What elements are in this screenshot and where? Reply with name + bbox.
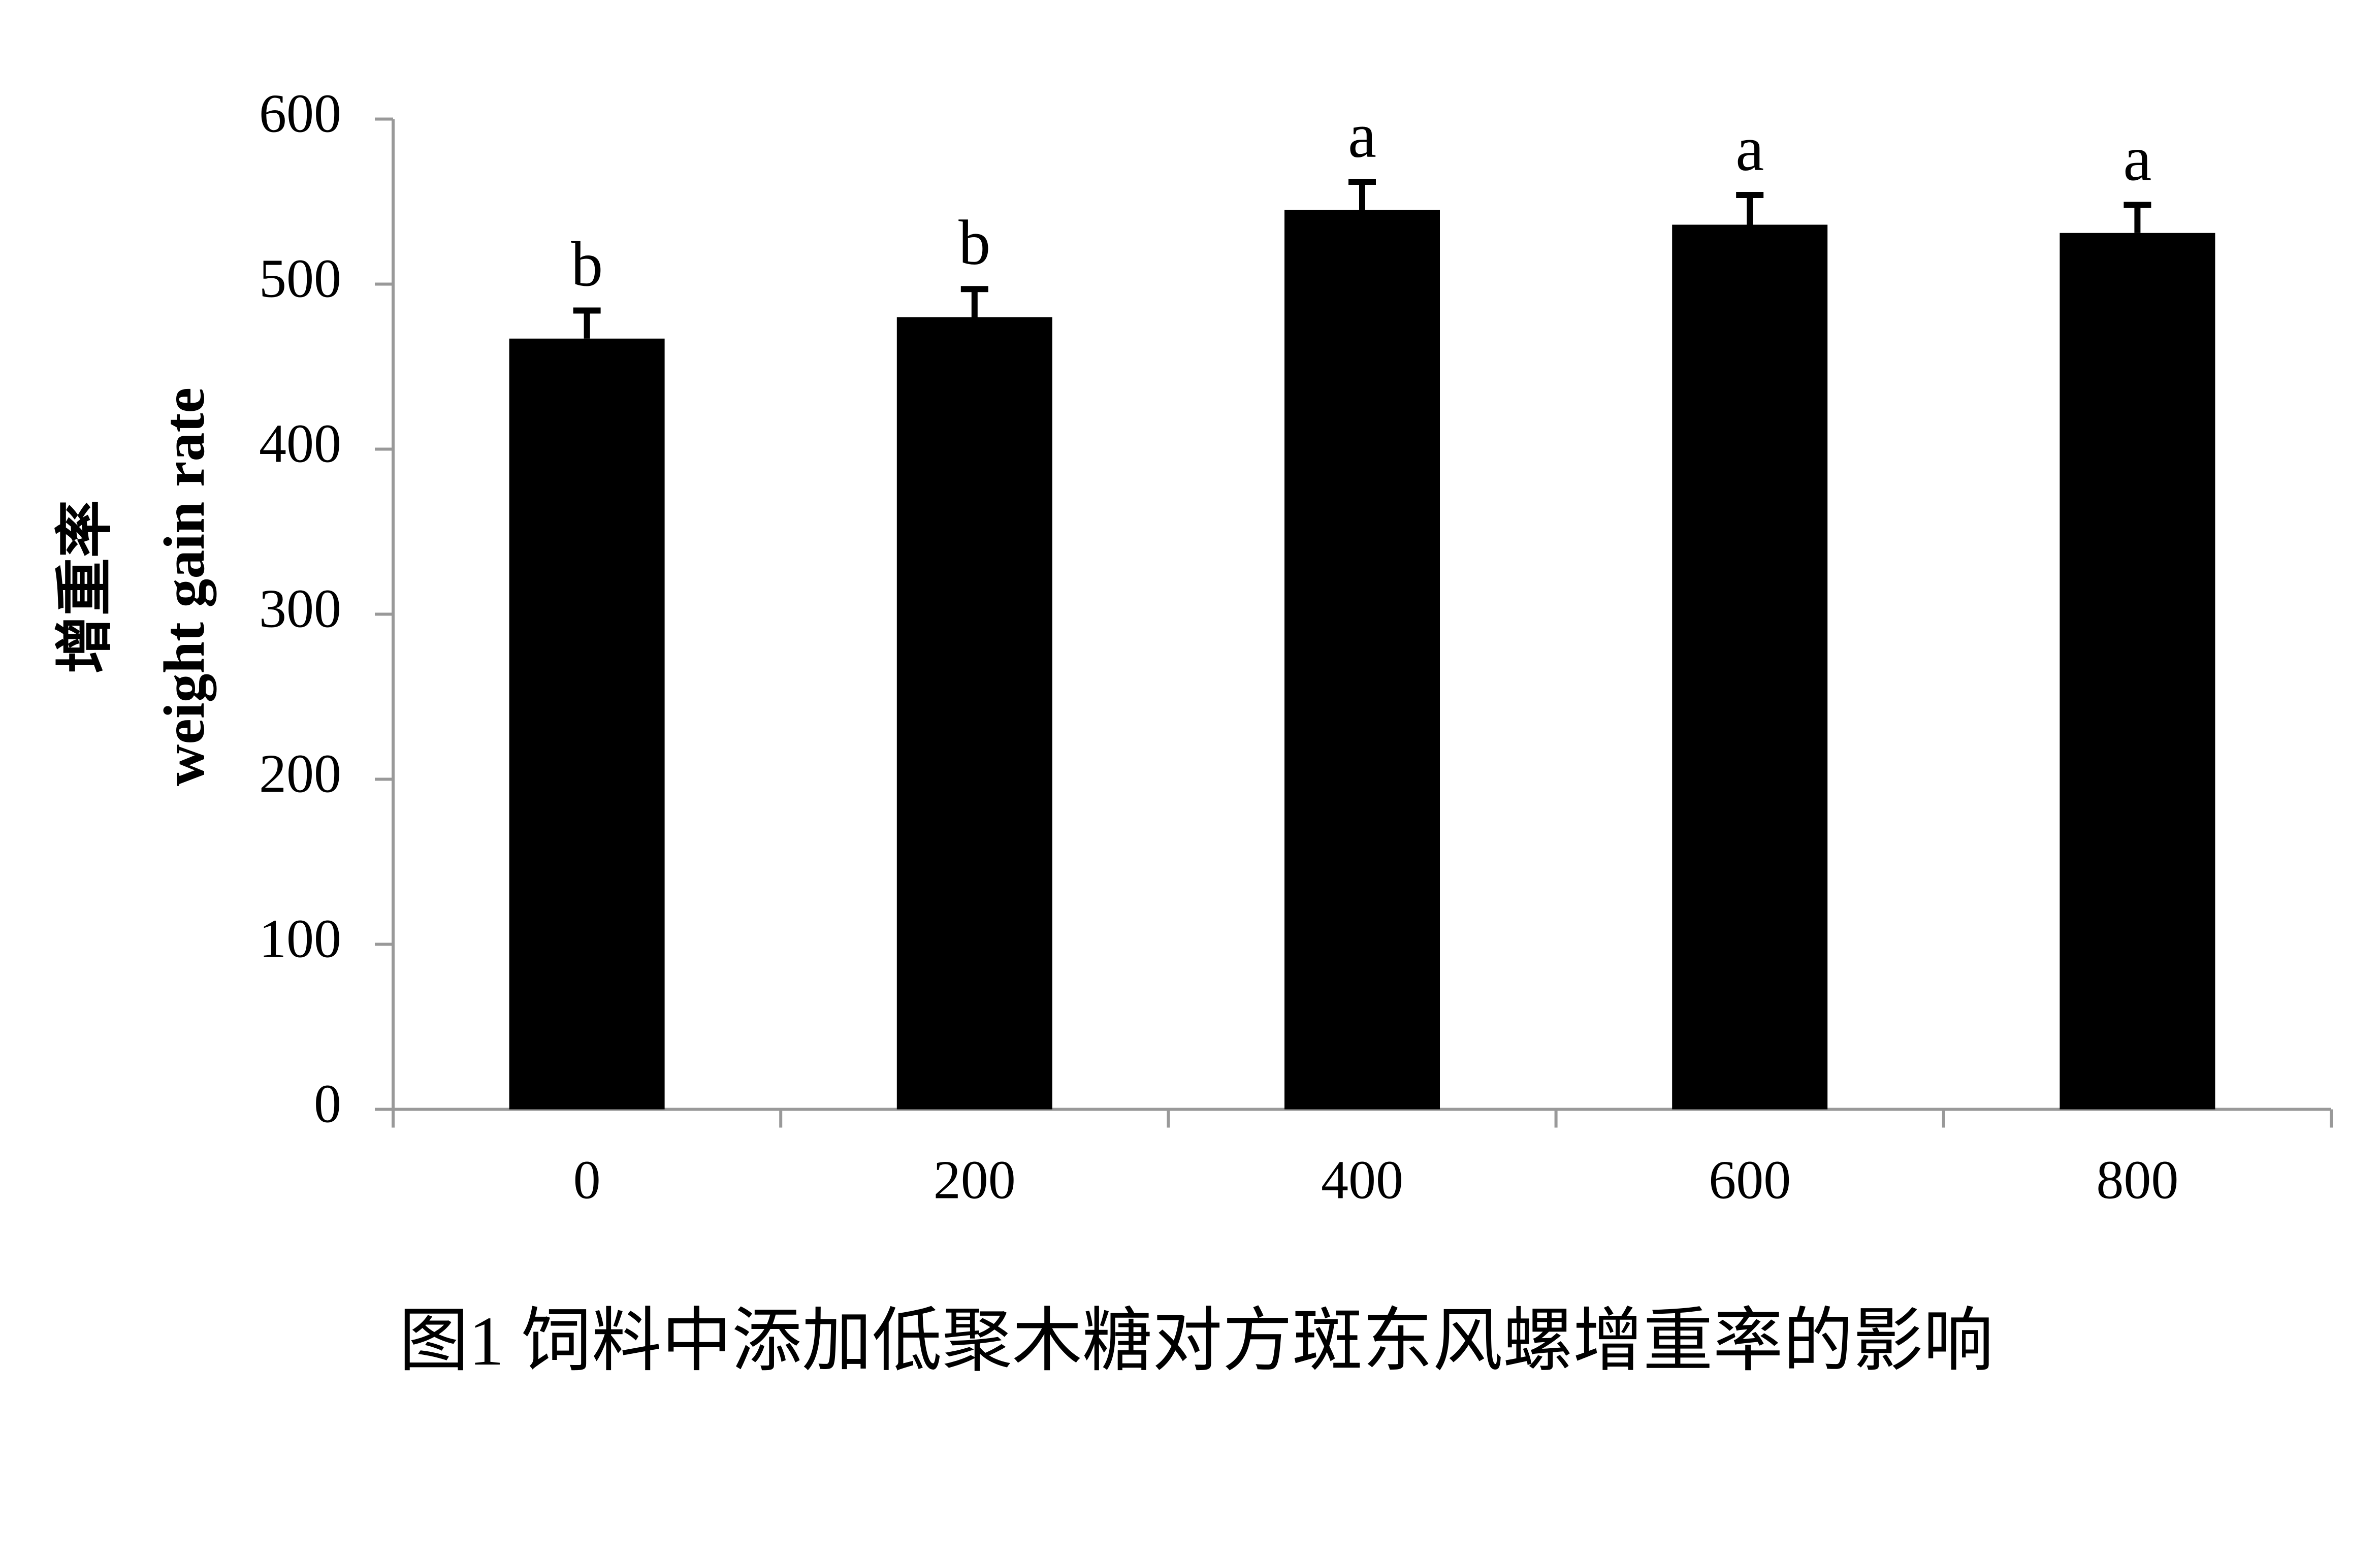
y-tick-label: 400 — [259, 413, 341, 474]
bar — [2060, 233, 2215, 1110]
y-tick-label: 500 — [259, 248, 341, 309]
y-tick-label: 200 — [259, 743, 341, 804]
error-bar — [2124, 202, 2151, 233]
x-tick-label: 0 — [573, 1150, 601, 1210]
y-tick-label: 0 — [314, 1074, 341, 1134]
chart-title: 图1 饲料中添加低聚木糖对方斑东风螺增重率的影响 — [399, 1302, 1993, 1380]
significance-letter: a — [1735, 114, 1764, 184]
y-axis-label: 增重率 — [53, 500, 117, 673]
error-bar — [960, 286, 988, 317]
bar — [509, 338, 665, 1110]
significance-letter: b — [571, 229, 603, 300]
x-tick-label: 600 — [1709, 1150, 1791, 1210]
error-bar — [1736, 191, 1764, 225]
x-tick-label: 400 — [1321, 1150, 1403, 1210]
y-tick-label: 600 — [259, 83, 341, 144]
x-tick-label: 800 — [2096, 1150, 2178, 1210]
significance-letter: a — [1348, 101, 1376, 171]
y-tick-label: 100 — [259, 908, 341, 969]
significance-letter: a — [2123, 123, 2151, 194]
y-axis-label: weight gain rate — [152, 387, 216, 786]
error-bar — [1348, 179, 1376, 210]
bar — [1284, 210, 1440, 1110]
x-tick-label: 200 — [934, 1150, 1016, 1210]
error-bar — [573, 307, 601, 339]
bar — [1672, 224, 1828, 1110]
bar — [896, 317, 1052, 1110]
significance-letter: b — [958, 208, 990, 278]
y-tick-label: 300 — [259, 578, 341, 639]
